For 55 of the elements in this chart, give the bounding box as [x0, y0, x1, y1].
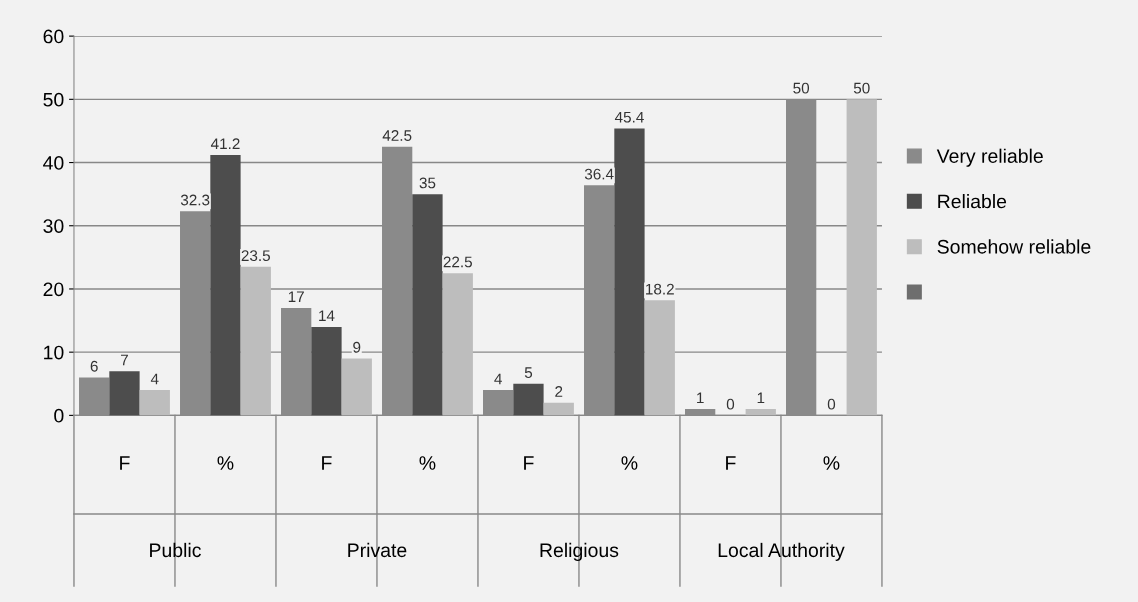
- text: Local Authority: [718, 542, 845, 561]
- x-tick-label: %: [419, 456, 436, 470]
- data-label: 50: [853, 82, 870, 94]
- text: Private: [348, 542, 407, 558]
- data-label: 2: [555, 386, 563, 397]
- data-label: 6: [90, 360, 98, 372]
- data-label: 5: [524, 367, 533, 378]
- x-tick-label: %: [823, 456, 840, 470]
- data-label: 36.4: [584, 168, 614, 180]
- y-tick-label: 10: [44, 345, 64, 360]
- bar: [109, 371, 140, 416]
- data-label: 1: [697, 392, 704, 404]
- y-tick-label: 40: [43, 156, 64, 170]
- data-label: 14: [319, 310, 335, 321]
- data-label: 22.5: [443, 256, 472, 268]
- legend-label: Very reliable: [936, 148, 1043, 167]
- bar: [745, 409, 776, 416]
- x-tick-label: F: [322, 456, 332, 470]
- bar: [210, 154, 241, 416]
- x-tick-label: %: [217, 456, 234, 470]
- bar: [442, 273, 473, 416]
- data-label: 18.2: [646, 283, 674, 295]
- bar: [543, 402, 574, 416]
- data-label: 7: [121, 354, 128, 366]
- data-label: 17: [288, 291, 304, 302]
- x-tick-label: F: [120, 456, 130, 470]
- x-tick-label: F: [726, 456, 736, 470]
- bar: [139, 390, 170, 416]
- bar: [341, 358, 372, 416]
- data-label: 23.5: [241, 250, 270, 262]
- data-label: 0: [726, 398, 735, 410]
- y-tick-label: 30: [43, 219, 64, 233]
- data-label: 42.5: [382, 130, 412, 141]
- legend-label: Reliable: [938, 194, 1007, 209]
- y-tick-label: 20: [43, 282, 64, 297]
- data-label: 4: [494, 373, 502, 385]
- y-tick-label: 0: [54, 408, 64, 423]
- y-tick-label: 50: [43, 92, 64, 107]
- x-tick-label: F: [524, 456, 534, 470]
- text: Religious: [540, 542, 619, 561]
- data-label: 1: [757, 392, 765, 404]
- data-label: 50: [793, 82, 810, 94]
- data-label: 35: [419, 177, 436, 189]
- data-label: 9: [353, 341, 361, 353]
- data-label: 32.3: [180, 194, 210, 206]
- text: Public: [150, 542, 201, 558]
- bar: [240, 266, 271, 416]
- y-tick-label: 60: [43, 29, 64, 44]
- data-label: 4: [150, 373, 159, 385]
- data-label: 0: [827, 398, 836, 410]
- bar: [513, 383, 544, 416]
- data-label: 45.4: [614, 111, 644, 123]
- legend-label: Somehow reliable: [937, 239, 1091, 254]
- data-label: 41.2: [210, 138, 240, 150]
- x-tick-label: %: [621, 456, 638, 470]
